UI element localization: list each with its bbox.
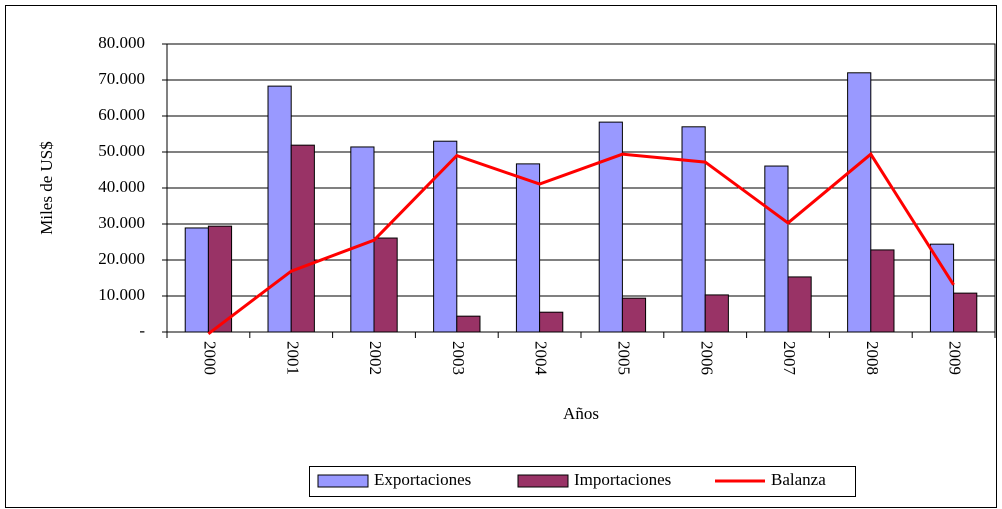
bar <box>681 126 706 333</box>
x-tick-label: 2000 <box>200 341 219 375</box>
legend-swatch <box>517 474 569 488</box>
x-tick-label: 2009 <box>946 341 965 375</box>
bar <box>515 163 541 333</box>
x-tick-label: 2008 <box>863 341 882 375</box>
x-tick-label: 2002 <box>366 341 385 375</box>
x-axis-title: Años <box>563 404 599 423</box>
legend-label: Importaciones <box>574 470 671 489</box>
x-tick-label: 2007 <box>780 341 799 376</box>
legend-swatch <box>317 474 369 488</box>
x-tick-label: 2001 <box>283 341 302 375</box>
bar <box>290 144 315 333</box>
bar <box>539 311 564 333</box>
bar <box>373 237 398 333</box>
bar <box>764 165 789 333</box>
y-axis-title: Miles de US$ <box>37 141 56 235</box>
bar <box>433 140 458 333</box>
y-tick-label: 80.000 <box>98 33 145 52</box>
line <box>207 151 955 335</box>
legend-label: Exportaciones <box>374 470 471 489</box>
bar <box>184 227 209 333</box>
y-tick-label: - <box>139 321 145 340</box>
bar <box>787 276 812 333</box>
bar <box>953 292 978 333</box>
x-tick-label: 2004 <box>532 341 551 376</box>
bar <box>267 85 292 333</box>
bar <box>350 146 375 333</box>
x-tick-label: 2005 <box>614 341 633 375</box>
x-tick-label: 2003 <box>449 341 468 375</box>
bar <box>207 225 233 333</box>
bar <box>847 72 872 333</box>
y-tick-label: 10.000 <box>98 285 145 304</box>
y-tick-label: 70.000 <box>98 69 145 88</box>
bar <box>621 297 647 333</box>
x-tick-label: 2006 <box>697 341 716 375</box>
bar <box>870 249 895 333</box>
y-tick-label: 30.000 <box>98 213 145 232</box>
bar <box>456 315 481 333</box>
bar <box>704 294 729 333</box>
legend-label: Balanza <box>771 470 826 489</box>
bar <box>598 121 623 333</box>
y-tick-label: 50.000 <box>98 141 145 160</box>
bar <box>929 243 955 333</box>
y-tick-label: 40.000 <box>98 177 145 196</box>
y-tick-label: 60.000 <box>98 105 145 124</box>
y-tick-label: 20.000 <box>98 249 145 268</box>
chart-frame <box>5 5 997 508</box>
